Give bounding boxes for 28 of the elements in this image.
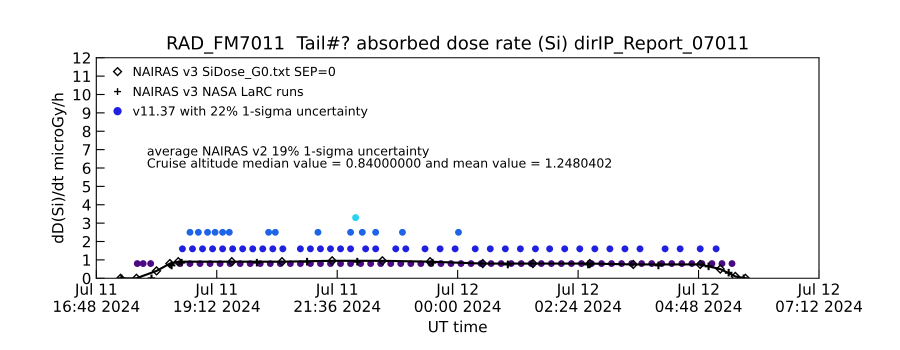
- x-tick-label: Jul 12 07:12 2024: [776, 283, 862, 312]
- y-tick-label: 5: [82, 181, 90, 192]
- x-axis-title: UT time: [429, 320, 487, 332]
- y-tick-label: 4: [82, 199, 91, 211]
- annotation: average NAIRAS v2 19% 1-sigma uncertainty: [148, 146, 429, 158]
- y-axis-title: dD(Si)/dt microGy/h: [52, 94, 66, 243]
- legend-label: NAIRAS v3 NASA LaRC runs: [134, 86, 303, 96]
- y-tick-label: 11: [74, 70, 90, 82]
- annotation: Cruise altitude median value = 0.84000000 and mean value = 1.2480402: [148, 158, 611, 168]
- legend-label: NAIRAS v3 SiDose_G0.txt SEP=0: [134, 66, 335, 79]
- y-tick-label: 10: [74, 88, 90, 101]
- y-tick-label: 2: [82, 236, 90, 248]
- x-tick-label: Jul 11 19:12 2024: [174, 283, 260, 312]
- chart-title: RAD_FM7011 Tail#? absorbed dose rate (Si) dirIP_Report_07011: [168, 36, 748, 54]
- y-tick-label: 1: [83, 254, 90, 266]
- y-tick-label: 12: [74, 52, 90, 64]
- x-tick-label: Jul 12 02:24 2024: [535, 283, 622, 312]
- x-tick-label: Jul 11 16:48 2024: [54, 283, 140, 312]
- y-tick-label: 0: [82, 272, 90, 284]
- y-tick-label: 6: [82, 162, 90, 174]
- y-tick-label: 9: [82, 107, 90, 119]
- x-tick-label: Jul 12 00:00 2024: [414, 283, 501, 312]
- legend-label: v11.37 with 22% 1-sigma uncertainty: [132, 106, 368, 118]
- y-tick-label: 8: [82, 126, 90, 138]
- y-tick-label: 7: [82, 144, 90, 156]
- x-tick-label: Jul 11 21:36 2024: [294, 283, 380, 312]
- y-tick-label: 3: [82, 218, 90, 230]
- x-tick-label: Jul 12 04:48 2024: [656, 283, 742, 312]
